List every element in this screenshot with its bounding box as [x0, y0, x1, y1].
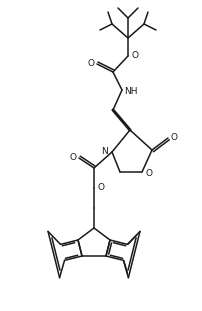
Text: O: O — [69, 154, 77, 163]
Text: NH: NH — [124, 87, 138, 96]
Text: O: O — [132, 52, 139, 61]
Text: N: N — [102, 147, 108, 156]
Text: O: O — [87, 59, 95, 68]
Text: O: O — [145, 169, 153, 179]
Text: O: O — [98, 183, 104, 193]
Text: O: O — [170, 133, 178, 142]
